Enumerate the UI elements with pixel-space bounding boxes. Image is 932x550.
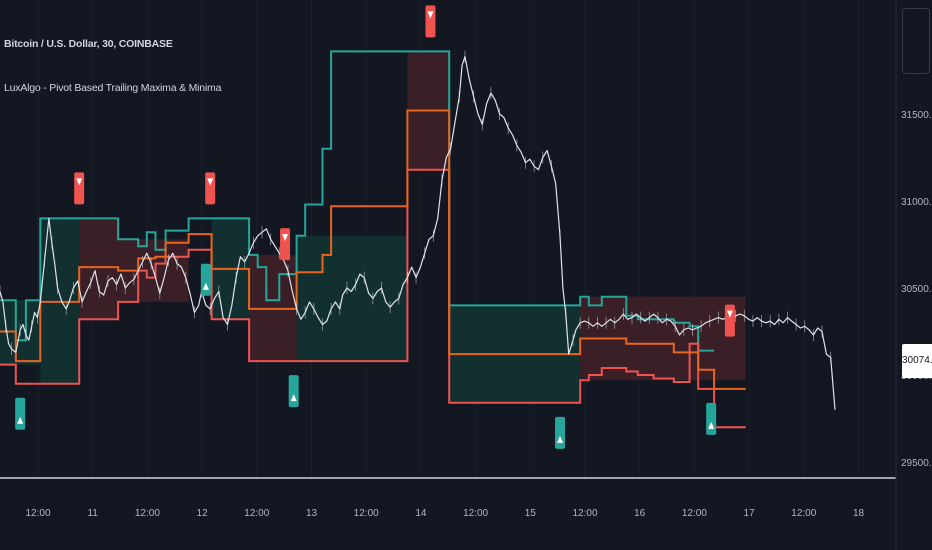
time-tick-label: 12:00 xyxy=(244,508,269,519)
up-arrow-icon xyxy=(708,421,715,429)
time-tick-label: 12:00 xyxy=(572,508,597,519)
signal-marker-down xyxy=(425,5,436,38)
up-arrow-icon xyxy=(17,416,24,424)
time-tick-label: 13 xyxy=(306,508,318,519)
price-series xyxy=(0,50,836,410)
time-tick-label: 12:00 xyxy=(25,508,50,519)
time-tick-label: 12 xyxy=(197,508,209,519)
down-arrow-icon xyxy=(282,234,289,242)
time-tick-label: 15 xyxy=(525,508,537,519)
signal-marker-down xyxy=(280,228,291,261)
up-arrow-icon xyxy=(290,394,297,402)
signal-markers xyxy=(15,5,735,449)
time-tick-label: 11 xyxy=(88,508,99,519)
series-line-average xyxy=(0,109,746,390)
time-axis[interactable]: 12:00 11 12:00 12 12:00 13 12:00 14 12:00 15 12:00… xyxy=(25,508,864,519)
trend-region-bull xyxy=(296,235,408,362)
signal-marker-up xyxy=(706,402,717,435)
signal-marker-up xyxy=(555,416,566,449)
time-tick-label: 12:00 xyxy=(354,508,379,519)
down-arrow-icon xyxy=(207,178,214,186)
down-arrow-icon xyxy=(726,310,733,318)
series-line-minima xyxy=(0,168,746,429)
signal-marker-up xyxy=(200,263,211,296)
price-tick-label: 31500.00 xyxy=(901,110,932,121)
time-tick-label: 18 xyxy=(853,508,865,519)
signal-marker-up xyxy=(288,375,299,408)
time-tick-label: 17 xyxy=(744,508,756,519)
price-line xyxy=(0,55,836,410)
up-arrow-icon xyxy=(202,282,209,290)
last-price-badge: 30074.43 xyxy=(902,344,932,378)
signal-marker-down xyxy=(205,172,216,205)
time-tick-label: 12:00 xyxy=(682,508,707,519)
chart-corner-widget[interactable] xyxy=(902,8,930,74)
time-tick-label: 12:00 xyxy=(135,508,160,519)
trend-region-bear xyxy=(79,218,119,320)
time-tick-label: 16 xyxy=(634,508,646,519)
time-tick-label: 14 xyxy=(415,508,427,519)
time-tick-label: 12:00 xyxy=(791,508,816,519)
down-arrow-icon xyxy=(427,11,434,19)
signal-marker-up xyxy=(15,397,26,430)
signal-marker-down xyxy=(74,172,85,205)
indicator-legend[interactable]: LuxAlgo - Pivot Based Trailing Maxima & … xyxy=(4,82,222,94)
symbol-legend[interactable]: Bitcoin / U.S. Dollar, 30, COINBASE xyxy=(4,38,173,50)
price-tick-label: 30500.00 xyxy=(901,284,932,295)
down-arrow-icon xyxy=(76,178,83,186)
price-tick-label: 31000.00 xyxy=(901,197,932,208)
signal-marker-down xyxy=(724,304,735,337)
time-tick-label: 12:00 xyxy=(463,508,488,519)
up-arrow-icon xyxy=(557,435,564,443)
price-tick-label: 29500.00 xyxy=(901,458,932,469)
